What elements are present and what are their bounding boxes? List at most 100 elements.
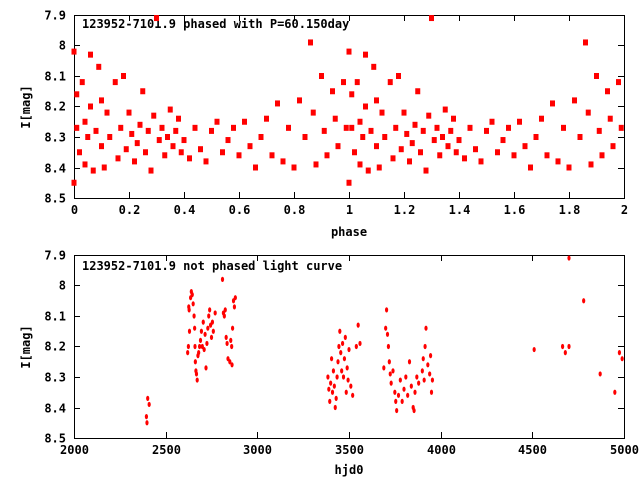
data-point — [313, 161, 319, 168]
x-tick-label: 2000 — [60, 443, 89, 457]
data-point — [151, 112, 157, 119]
data-point — [409, 383, 413, 389]
data-point — [393, 389, 397, 395]
data-point — [340, 340, 345, 347]
data-point — [448, 127, 454, 134]
x-tick-label: 3000 — [243, 443, 272, 457]
data-point — [588, 161, 594, 168]
data-point — [345, 365, 349, 371]
data-point — [198, 146, 203, 153]
data-point — [346, 377, 350, 383]
data-point — [467, 124, 473, 131]
x-tick-label: 1.6 — [504, 203, 526, 217]
data-point — [354, 343, 358, 350]
data-point — [71, 179, 77, 186]
data-point — [577, 134, 583, 140]
y-tick-label: 8.4 — [44, 162, 66, 176]
data-point — [74, 91, 80, 98]
data-point — [426, 112, 432, 119]
data-point — [199, 328, 204, 334]
data-point — [77, 149, 82, 156]
data-point — [310, 109, 316, 116]
data-point — [129, 130, 135, 137]
data-point — [582, 298, 586, 304]
y-tick-label: 8.2 — [44, 100, 66, 114]
data-point — [371, 63, 377, 70]
data-point — [236, 152, 242, 159]
data-point — [258, 134, 264, 140]
data-point — [616, 79, 621, 86]
data-point — [225, 340, 229, 347]
data-point — [407, 359, 412, 365]
data-point — [391, 368, 395, 374]
data-point — [331, 368, 336, 374]
data-point — [223, 307, 227, 313]
data-point — [423, 343, 427, 350]
data-point — [354, 79, 360, 86]
data-point — [607, 115, 613, 122]
data-point — [332, 383, 336, 389]
data-point — [337, 343, 341, 350]
data-point — [132, 158, 137, 165]
data-point — [190, 292, 194, 298]
data-point — [112, 79, 118, 86]
y-tick-label: 8.2 — [44, 340, 66, 354]
data-point — [326, 374, 330, 380]
data-point — [412, 407, 416, 414]
data-point — [302, 134, 308, 140]
data-point — [332, 115, 338, 122]
unphased-plot: 123952-7101.9 not phased light curve hjd… — [19, 249, 639, 478]
data-point — [308, 39, 313, 46]
data-point — [379, 109, 385, 116]
data-point — [413, 389, 417, 395]
data-point — [201, 319, 205, 325]
x-tick-label: 1.8 — [559, 203, 581, 217]
data-point — [144, 414, 149, 420]
data-point — [99, 97, 104, 104]
data-point — [186, 343, 190, 350]
x-tick-label: 0 — [71, 203, 78, 217]
data-point — [382, 365, 386, 371]
data-point — [85, 134, 91, 140]
data-point — [99, 143, 104, 150]
data-point — [107, 134, 113, 140]
data-point — [148, 167, 154, 174]
data-point — [585, 109, 591, 116]
data-point — [346, 179, 352, 186]
data-point — [242, 118, 247, 125]
data-point — [489, 118, 495, 125]
x-tick-label: 3500 — [335, 443, 364, 457]
y-tick-label: 8.5 — [44, 432, 66, 446]
data-point — [401, 109, 407, 116]
data-point — [437, 152, 443, 159]
data-point — [384, 307, 389, 313]
x-tick-label: 0.4 — [174, 203, 196, 217]
data-point — [220, 276, 225, 282]
data-point — [387, 79, 393, 86]
data-point — [445, 143, 451, 150]
data-point — [357, 118, 363, 125]
data-point — [613, 389, 617, 395]
data-point — [147, 401, 151, 408]
data-point — [143, 149, 148, 156]
data-point — [415, 374, 419, 380]
x-tick-label: 2500 — [152, 443, 181, 457]
data-point — [247, 143, 253, 150]
data-point — [533, 134, 539, 140]
data-point — [422, 377, 426, 383]
data-point — [327, 386, 331, 392]
data-point — [451, 115, 456, 122]
data-point — [115, 155, 121, 162]
data-point — [522, 143, 528, 150]
data-point — [462, 155, 467, 162]
unphased-plot-title: 123952-7101.9 not phased light curve — [82, 259, 342, 273]
data-point — [207, 313, 211, 319]
data-point — [424, 325, 428, 331]
data-point — [333, 404, 337, 411]
y-tick-label: 8.4 — [44, 402, 66, 416]
data-point — [506, 124, 511, 131]
data-point — [544, 152, 550, 159]
data-point — [230, 362, 234, 368]
data-point — [104, 109, 110, 116]
data-point — [213, 310, 217, 316]
